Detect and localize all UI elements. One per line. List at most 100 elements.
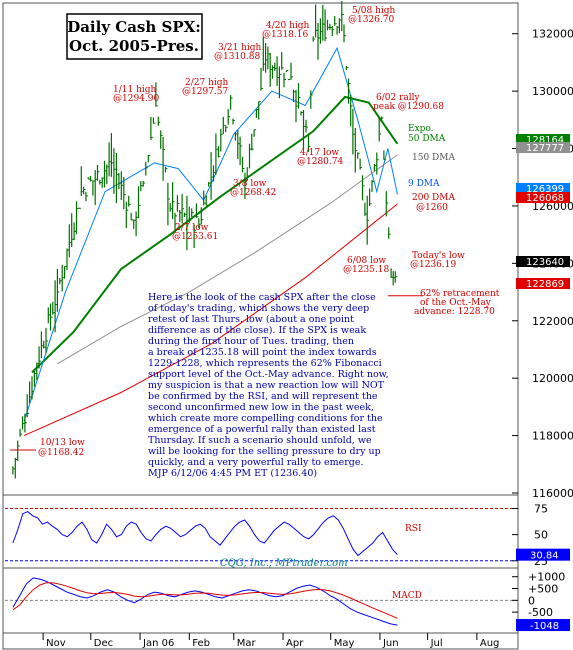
rsi-y-tick-label: 75 xyxy=(534,502,548,515)
commentary-line: of today's trading, which shows the very… xyxy=(148,303,369,314)
macd-y-tick-label: 0 xyxy=(528,594,535,607)
price-badge xyxy=(516,256,570,267)
annotation-420-high-value: @1318.16 xyxy=(262,30,308,40)
commentary-line: during the first hour of Tues. trading, … xyxy=(148,336,354,347)
price-y-tick-label: 120000 xyxy=(532,372,573,385)
annotation-111-high: 1/11 high xyxy=(113,85,157,95)
annotation-608-low: 6/08 low xyxy=(347,256,386,266)
ma-line-200-dma xyxy=(23,203,398,437)
commentary-line: emergence of a powerful rally than exist… xyxy=(148,424,376,435)
macd-value-label: -1048 xyxy=(530,621,559,632)
price-badge-label: 122869 xyxy=(526,279,564,290)
annotation-227-high-value: @1297.57 xyxy=(182,87,228,97)
x-tick-label: Dec xyxy=(94,638,113,649)
commentary-line: my suspicion is that a new reaction low … xyxy=(148,380,385,391)
rsi-label: RSI xyxy=(405,524,422,534)
annotation-602-rally: 6/02 rally xyxy=(376,93,420,103)
commentary-line: be confirmed by the RSI, and will repres… xyxy=(148,391,378,402)
macd-series-line-signal xyxy=(12,582,398,619)
x-tick-label: Jun xyxy=(382,638,399,649)
annotation-todays-low-value: @1236.19 xyxy=(410,260,456,270)
macd-y-tick-label: +500 xyxy=(528,583,558,596)
x-tick-label: May xyxy=(334,638,355,649)
price-badge-label: 126399 xyxy=(526,184,564,195)
annotation-27-low: 2/7 low xyxy=(175,223,209,233)
x-tick-label: Mar xyxy=(237,638,257,649)
price-y-tick-label: 132000 xyxy=(532,28,573,41)
ma-line-expo-50-dma xyxy=(31,95,399,374)
label-150dma: 150 DMA xyxy=(412,153,455,163)
annotation-227-high: 2/27 high xyxy=(185,78,229,88)
x-axis-frame xyxy=(2,632,519,650)
title-line-2: Oct. 2005-Pres. xyxy=(69,37,199,55)
moving-average-layer xyxy=(23,46,423,437)
x-tick-label: Jul xyxy=(430,638,443,649)
commentary-line: quickly, and a very powerful rally to em… xyxy=(148,457,364,468)
commentary-block: Here is the look of the cash SPX after t… xyxy=(148,292,389,479)
annotation-417-low: 4/17 low xyxy=(300,148,339,158)
price-y-tick-label: 118000 xyxy=(532,430,573,443)
annotation-111-high-value: @1294.90 xyxy=(113,94,159,104)
price-y-tick-label: 116000 xyxy=(532,487,573,500)
annotation-1013-low-value: @1168.42 xyxy=(38,448,84,458)
commentary-line: difference as of the close). If the SPX … xyxy=(148,325,366,336)
annotation-38-low-value: @1268.42 xyxy=(230,188,276,198)
price-badge-label: 127777 xyxy=(526,143,564,154)
rsi-line xyxy=(12,511,398,557)
x-tick-label: Feb xyxy=(192,638,210,649)
label-200dma: 200 DMA xyxy=(412,193,455,203)
commentary-line: 1229-1228, which represents the 62% Fibo… xyxy=(148,358,382,369)
macd-y-tick-label: +1000 xyxy=(528,571,565,584)
credit-text: CQG, Inc.; MPtrader.com xyxy=(220,558,348,569)
x-tick-label: Apr xyxy=(286,638,304,649)
price-bars-layer xyxy=(12,1,398,479)
macd-label: MACD xyxy=(392,591,422,601)
annotation-1013-low: 10/13 low xyxy=(40,438,85,448)
commentary-line: second unconfirmed new low in the past w… xyxy=(148,402,374,413)
label-9dma: 9 DMA xyxy=(408,179,440,189)
annotation-todays-low: Today's low xyxy=(412,251,465,261)
x-tick-label: Aug xyxy=(480,638,500,649)
commentary-line: MJP 6/12/06 4:45 PM ET (1236.40) xyxy=(148,468,317,479)
price-y-tick-label: 126000 xyxy=(532,200,573,213)
commentary-line: Thursday. If such a scenario should unfo… xyxy=(148,435,372,446)
price-badge xyxy=(516,278,570,289)
label-200dma-value: @1260 xyxy=(416,203,448,213)
label-expo-50dma: Expo. xyxy=(408,124,434,134)
commentary-line: support level of the Oct.-May advance. R… xyxy=(148,369,389,380)
macd-y-tick-label: -500 xyxy=(528,606,553,619)
commentary-line: retest of last Thurs. low (about a one p… xyxy=(148,314,354,325)
price-badge-label: 123640 xyxy=(526,257,564,268)
x-tick-label: Jan 06 xyxy=(142,638,174,649)
commentary-line: a break of 1235.18 will point the index … xyxy=(148,347,377,358)
rsi-value-badge xyxy=(516,548,570,561)
price-badge xyxy=(516,192,570,203)
price-badge xyxy=(516,183,570,194)
price-badge-label: 128164 xyxy=(526,135,564,146)
label-expo-50dma-line2: 50 DMA xyxy=(408,134,446,144)
annotation-608-low-value: @1235.18 xyxy=(343,265,389,275)
annotation-508-high-value: @1326.70 xyxy=(348,15,394,25)
annotation-321-high: 3/21 high xyxy=(218,43,262,53)
annotation-508-high: 5/08 high xyxy=(352,6,396,16)
label-fib-line2: of the Oct.-May xyxy=(420,298,492,308)
annotation-417-low-value: @1280.74 xyxy=(297,157,343,167)
label-fib-line3: advance: 1228.70 xyxy=(414,307,495,317)
commentary-line: will be looking for the selling pressure… xyxy=(148,446,381,457)
x-tick-label: Nov xyxy=(46,638,66,649)
macd-value-badge xyxy=(516,619,570,632)
ma-line-150-dma xyxy=(57,154,398,365)
rsi-value-label: 30.84 xyxy=(530,551,559,562)
price-badge xyxy=(516,142,570,153)
title-box xyxy=(66,13,203,60)
annotation-321-high-value: @1310.88 xyxy=(214,52,260,62)
price-badge-label: 126068 xyxy=(526,193,564,204)
commentary-line: which create more compelling conditions … xyxy=(148,413,383,424)
price-y-tick-label: 130000 xyxy=(532,85,573,98)
price-y-tick-label: 122000 xyxy=(532,315,573,328)
label-fib-line1: 62% retracement xyxy=(420,289,500,299)
